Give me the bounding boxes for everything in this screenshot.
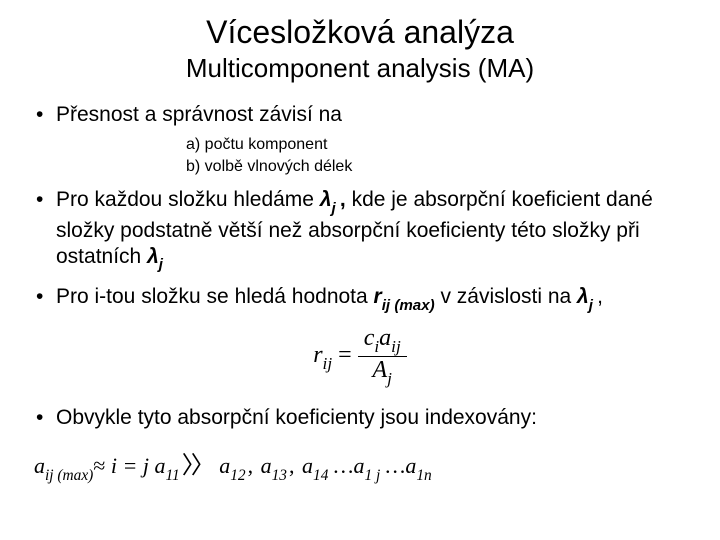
bullet-1-text: Přesnost a správnost závisí na	[56, 103, 342, 126]
f1-c: c	[364, 325, 375, 351]
slide-subtitle: Multicomponent analysis (MA)	[30, 53, 690, 84]
f2-ijmax: ij (max)	[45, 467, 93, 484]
f1-Aj: j	[387, 369, 392, 388]
f1-ci: i	[374, 337, 379, 356]
f2-a1n: 1n	[416, 467, 431, 484]
f2-d1: …	[328, 453, 353, 478]
b2-comma: ,	[340, 188, 352, 211]
f1-eq: =	[332, 342, 358, 368]
f2-s1: ,	[246, 453, 256, 478]
bullet-2: Pro každou složku hledáme λj , kde je ab…	[56, 187, 690, 273]
f1-fraction: ciaij Aj	[358, 326, 407, 387]
f2-a14: 14	[313, 467, 328, 484]
b2-lambda2: λ	[147, 245, 159, 268]
b3-ij: ij (max)	[382, 297, 435, 314]
b2-p1: Pro každou složku hledáme	[56, 188, 320, 211]
bullet-1: Přesnost a správnost závisí na a) počtu …	[56, 102, 690, 177]
sub-a: a) počtu komponent	[186, 134, 690, 156]
b3-p1: Pro i-tou složku se hledá hodnota	[56, 285, 374, 308]
f2-approx: ≈	[93, 453, 105, 478]
b3-lambda: λ	[577, 285, 589, 308]
f2-a13: 13	[272, 467, 287, 484]
f2-a11: 11	[165, 467, 179, 484]
f2-a12a: a	[219, 453, 230, 478]
b3-p2: v závislosti na	[435, 285, 577, 308]
slide-title: Vícesložková analýza	[30, 14, 690, 51]
f2-a13a: a	[261, 453, 272, 478]
formula-1: rij = ciaij Aj	[30, 326, 690, 387]
f2-a1j: 1 j	[364, 467, 380, 484]
b3-j: j	[589, 297, 597, 314]
f2-rangle: 〉〉	[180, 453, 214, 479]
f1-ij: ij	[323, 354, 333, 373]
b3-r: r	[374, 285, 382, 308]
formula-2: aij (max)≈ i = j a11〉〉 a12, a13, a14 …a1…	[30, 445, 690, 483]
f2-a: a	[34, 453, 45, 478]
sub-list: a) počtu komponent b) volbě vlnových dél…	[56, 134, 690, 177]
b2-j2: j	[159, 256, 163, 273]
bullet-4: Obvykle tyto absorpční koeficienty jsou …	[56, 405, 690, 431]
b2-j: j	[332, 200, 340, 217]
f2-eqj: = j	[117, 453, 149, 478]
f2-a1ja: a	[353, 453, 364, 478]
sub-b: b) volbě vlnových délek	[186, 156, 690, 178]
b2-lambda: λ	[320, 188, 332, 211]
f1-aij: ij	[391, 337, 401, 356]
bullet-3: Pro i-tou složku se hledá hodnota rij (m…	[56, 284, 690, 314]
f2-a11a: a	[154, 453, 165, 478]
bullet-list: Přesnost a správnost závisí na a) počtu …	[30, 102, 690, 314]
f2-a1na: a	[405, 453, 416, 478]
f1-r: r	[313, 342, 322, 368]
f2-a14a: a	[302, 453, 313, 478]
b3-comma: ,	[597, 285, 603, 308]
f1-A: A	[373, 357, 388, 383]
f2-d2: …	[380, 453, 405, 478]
bullet-list-2: Obvykle tyto absorpční koeficienty jsou …	[30, 405, 690, 431]
f1-a: a	[379, 325, 391, 351]
f1-num: ciaij	[358, 326, 407, 357]
f1-den: Aj	[358, 357, 407, 387]
f2-a12: 12	[230, 467, 245, 484]
f2-s2: ,	[287, 453, 297, 478]
